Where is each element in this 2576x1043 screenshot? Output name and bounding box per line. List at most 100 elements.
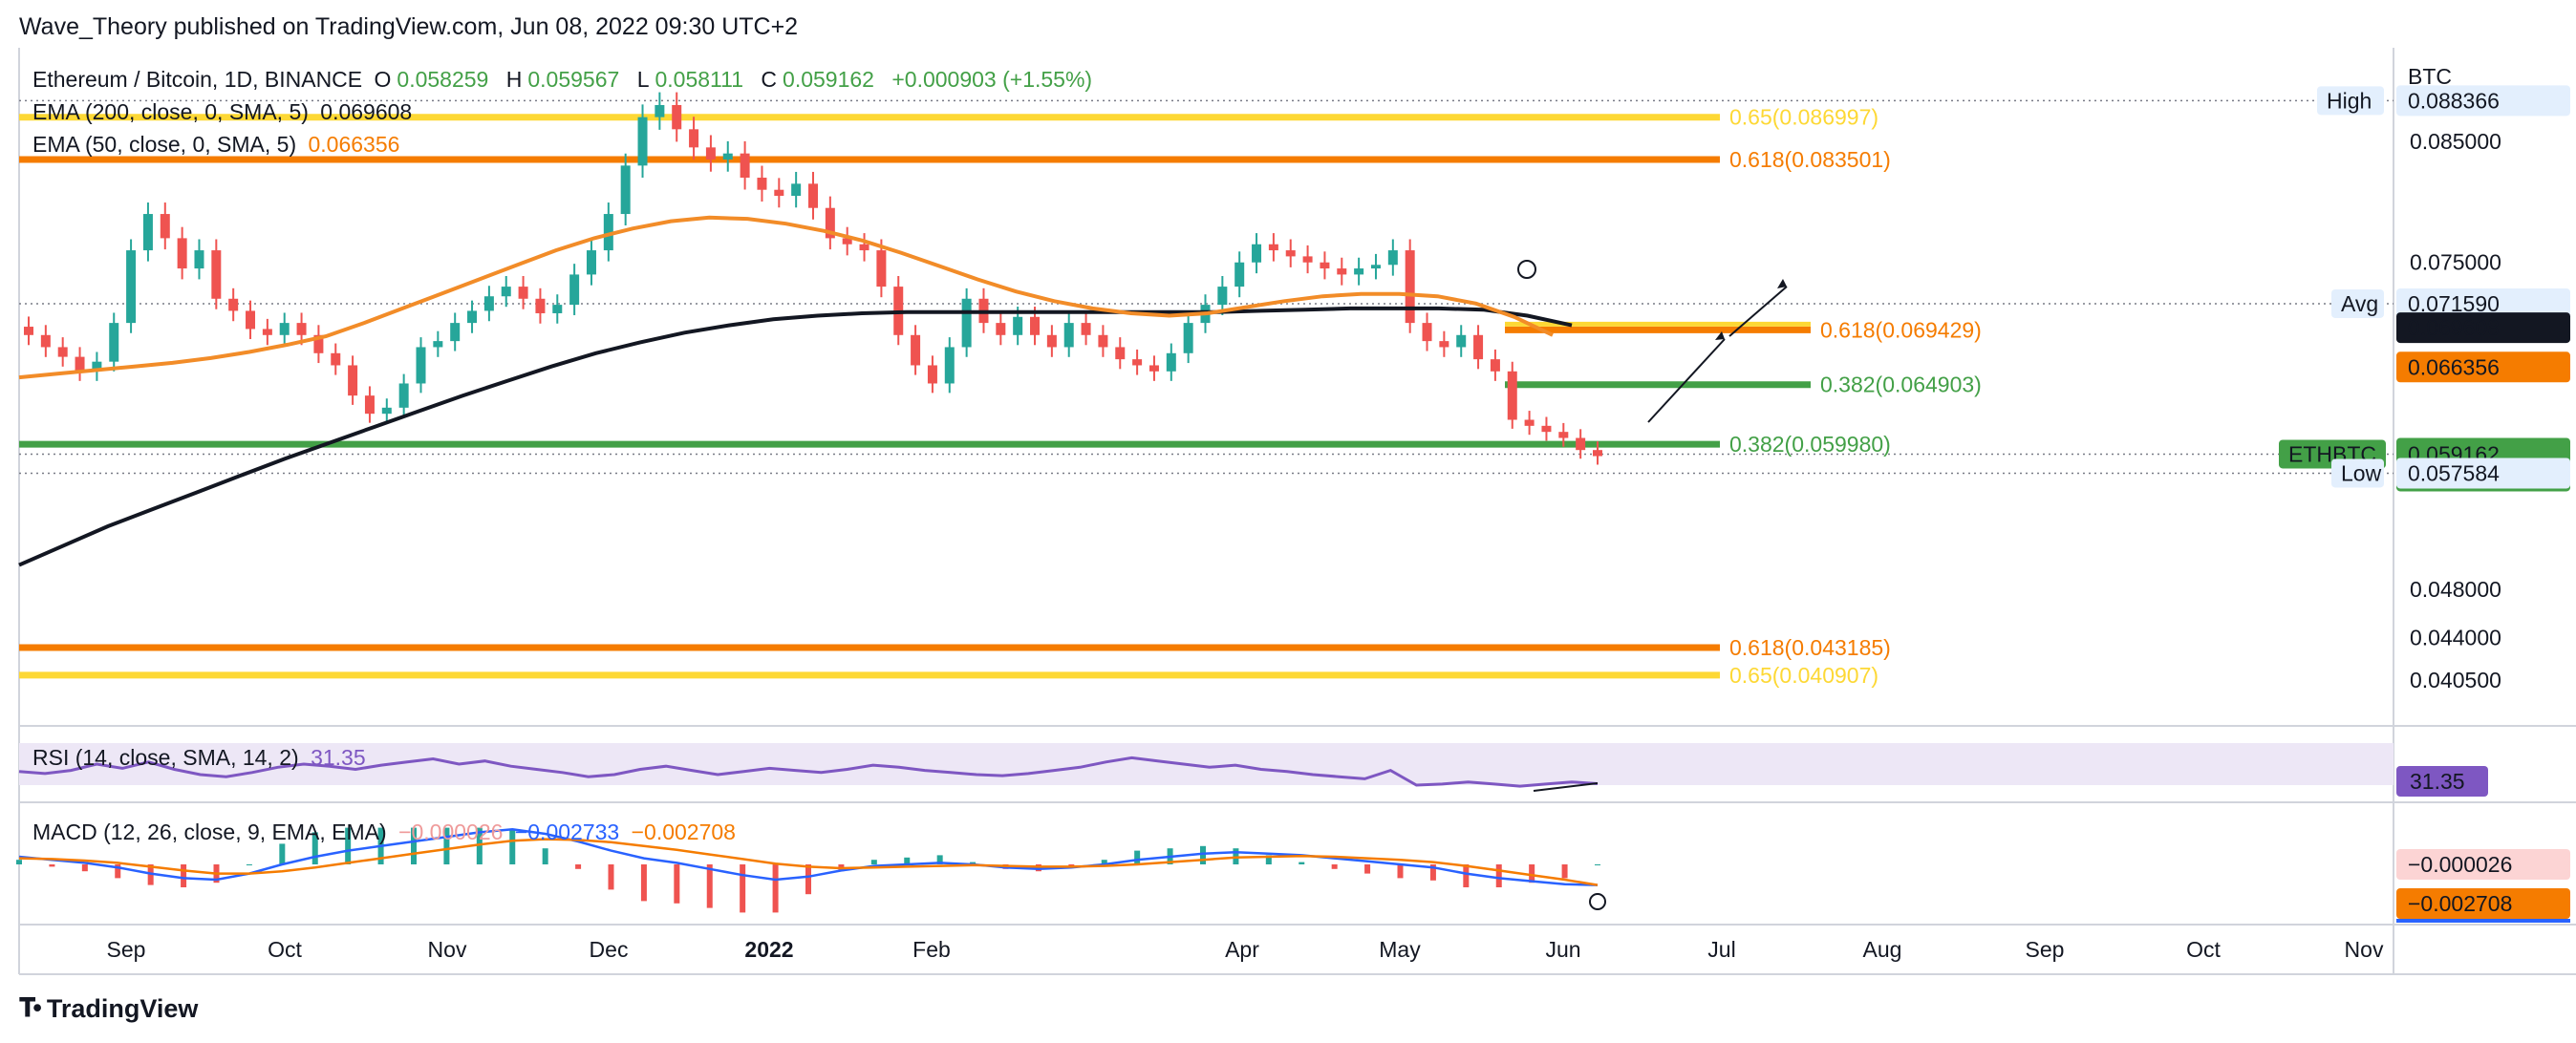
candle-body bbox=[1405, 250, 1415, 324]
drawings[interactable] bbox=[1517, 260, 1788, 423]
candle-body bbox=[1183, 323, 1193, 353]
price-tick-2: 0.048000 bbox=[2410, 577, 2501, 602]
candle-body bbox=[313, 334, 324, 353]
candle-body bbox=[1166, 352, 1176, 372]
candle-body bbox=[381, 407, 392, 415]
rsi-legend[interactable]: RSI (14, close, SMA, 14, 2) 31.35 bbox=[32, 745, 372, 771]
macd-histogram-bar bbox=[608, 864, 614, 890]
candle-body bbox=[1576, 437, 1586, 451]
ema50-label: EMA (50, close, 0, SMA, 5) bbox=[32, 132, 297, 157]
candle-body bbox=[1217, 287, 1228, 306]
candle-body bbox=[774, 189, 784, 197]
rsi-axis-value: 31.35 bbox=[2410, 769, 2465, 794]
ema50-tag-value: 0.066356 bbox=[2408, 354, 2500, 379]
macd-histogram-bar bbox=[575, 864, 582, 869]
candle-body bbox=[1473, 334, 1484, 360]
macd-histogram-bar bbox=[181, 864, 187, 887]
month-label-1: Oct bbox=[268, 937, 302, 962]
macd-histogram-bar bbox=[542, 848, 548, 864]
macd-histogram-bar bbox=[1561, 864, 1568, 879]
change-value: +0.000903 (+1.55%) bbox=[891, 67, 1093, 92]
macd-signal-line bbox=[18, 838, 1599, 886]
macd-histogram-bar bbox=[1299, 862, 1305, 864]
candle-body bbox=[1046, 334, 1057, 348]
candle-body bbox=[740, 153, 750, 179]
macd-histogram-bar bbox=[49, 864, 55, 867]
high-value-bg bbox=[2396, 85, 2570, 117]
macd-histogram-bar bbox=[1595, 864, 1600, 865]
candle-body bbox=[1302, 256, 1313, 263]
tradingview-logo[interactable]: 𝐓• TradingView bbox=[19, 993, 198, 1024]
high-label: High bbox=[2327, 88, 2372, 113]
candle-body bbox=[961, 298, 972, 348]
symbol-name[interactable]: Ethereum / Bitcoin, 1D, BINANCE bbox=[32, 67, 363, 92]
avg-value-bg bbox=[2396, 287, 2570, 319]
ema200-legend[interactable]: EMA (200, close, 0, SMA, 5) 0.069608 bbox=[32, 99, 418, 125]
candle-body bbox=[398, 383, 409, 408]
price-tick-0: 0.085000 bbox=[2410, 129, 2501, 154]
macd-histogram-bar bbox=[443, 827, 450, 864]
arrow-head-1 bbox=[1715, 331, 1725, 340]
rsi-band bbox=[19, 743, 2394, 785]
candle-body bbox=[177, 238, 187, 269]
candle-body bbox=[620, 165, 631, 215]
macd-histogram-bar bbox=[509, 830, 516, 864]
month-label-8: Jun bbox=[1545, 937, 1580, 962]
high-value: 0.059567 bbox=[527, 67, 620, 92]
candle-body bbox=[467, 310, 478, 324]
macd-hist-tag-bg bbox=[2396, 849, 2570, 880]
candle-body bbox=[722, 153, 733, 160]
fib-label-1: 0.618(0.083501) bbox=[1729, 147, 1891, 172]
rsi-value-bg bbox=[2396, 766, 2488, 797]
candle-body bbox=[1354, 268, 1364, 275]
candle-body bbox=[911, 334, 921, 366]
price-scale[interactable]: BTC 0.085000 0.075000 0.048000 0.044000 0.040… bbox=[2279, 64, 2570, 692]
month-label-7: May bbox=[1379, 937, 1421, 962]
ema-lines bbox=[18, 215, 1573, 567]
macd-histogram-bar bbox=[1265, 855, 1272, 864]
macd-histogram-bar bbox=[279, 843, 286, 864]
macd-histogram-bar bbox=[1495, 864, 1502, 887]
macd-histogram-bar bbox=[115, 864, 121, 879]
macd-legend[interactable]: MACD (12, 26, close, 9, EMA, EMA) −0.000… bbox=[32, 820, 741, 845]
candle-body bbox=[483, 296, 494, 311]
macd-histogram-bar bbox=[1529, 864, 1535, 883]
candle-body bbox=[75, 356, 85, 372]
macd-histogram-bar bbox=[1364, 864, 1371, 874]
candle-body bbox=[1541, 425, 1552, 433]
candle-body bbox=[944, 347, 955, 384]
month-label-13: Nov bbox=[2345, 937, 2384, 962]
candle-body bbox=[211, 250, 222, 299]
fib-label-3: 0.382(0.064903) bbox=[1820, 372, 1982, 397]
candle-body bbox=[655, 104, 665, 117]
macd-signal-tag-bg bbox=[2396, 888, 2570, 919]
candle-body bbox=[518, 287, 528, 299]
macd-histogram-bar bbox=[706, 864, 713, 908]
ema50-legend[interactable]: EMA (50, close, 0, SMA, 5) 0.066356 bbox=[32, 132, 405, 158]
candle-body bbox=[672, 104, 682, 130]
candle-body bbox=[757, 178, 767, 190]
macd-cross-circle bbox=[1589, 893, 1606, 910]
high-value: 0.088366 bbox=[2408, 88, 2500, 113]
candle-body bbox=[1387, 250, 1398, 266]
candle-body bbox=[552, 305, 563, 313]
rsi-pane: 31.35 bbox=[18, 743, 2488, 797]
ema50-value: 0.066356 bbox=[308, 132, 400, 157]
macd-hist-tag: −0.000026 bbox=[2408, 852, 2512, 877]
macd-histogram-bar bbox=[936, 855, 943, 864]
symbol-legend: Ethereum / Bitcoin, 1D, BINANCE O 0.05825… bbox=[32, 67, 1093, 92]
time-axis[interactable]: Sep Oct Nov Dec 2022 Feb Apr May Jun Jul Aug Sep Oct… bbox=[107, 937, 2384, 962]
candle-body bbox=[1490, 359, 1500, 372]
ema200-label: EMA (200, close, 0, SMA, 5) bbox=[32, 99, 309, 124]
candle-body bbox=[1132, 359, 1143, 366]
rsi-line bbox=[18, 756, 1599, 788]
fib-label-0: 0.65(0.086997) bbox=[1729, 105, 1878, 130]
month-label-10: Aug bbox=[1863, 937, 1902, 962]
fib-levels[interactable]: 0.65(0.086997) 0.618(0.083501) 0.618(0.069… bbox=[19, 105, 1982, 688]
price-tick-3: 0.044000 bbox=[2410, 626, 2501, 650]
candle-body bbox=[603, 214, 613, 251]
month-label-11: Sep bbox=[2026, 937, 2065, 962]
macd-histogram-bar bbox=[1463, 864, 1470, 887]
ema200-value: 0.069608 bbox=[320, 99, 413, 124]
